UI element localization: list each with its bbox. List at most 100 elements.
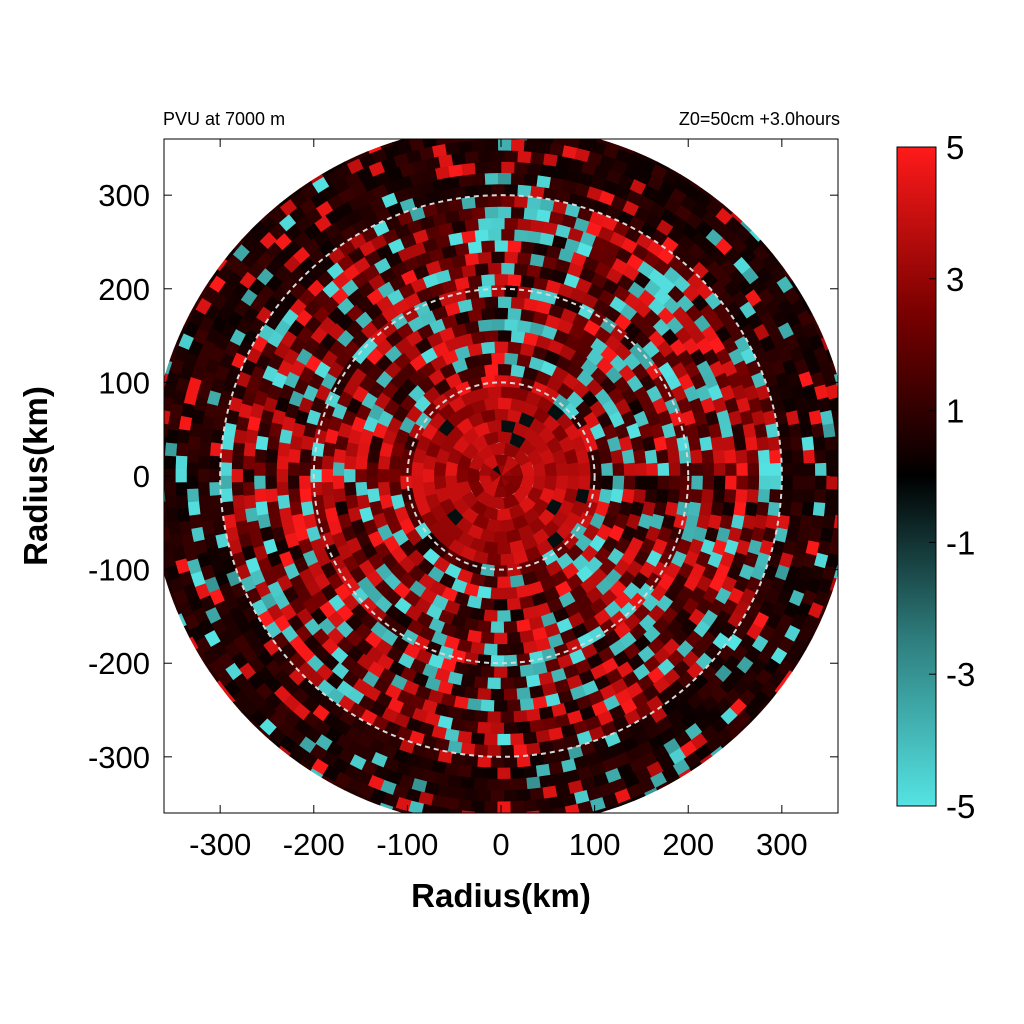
pv-cell	[487, 228, 502, 241]
pv-cell	[476, 352, 493, 367]
pv-cell	[197, 482, 210, 497]
pv-cell	[473, 228, 489, 242]
pv-cell	[321, 455, 334, 470]
pv-cell	[678, 448, 692, 464]
pv-cell	[197, 468, 210, 484]
pv-cell	[493, 565, 509, 578]
pv-cell	[780, 488, 794, 504]
pv-cell	[467, 663, 483, 678]
pv-cell	[480, 307, 496, 321]
pv-cell	[477, 318, 492, 332]
pv-cell	[497, 767, 512, 780]
pv-cell	[187, 435, 201, 451]
pv-cell	[463, 150, 479, 164]
pv-cell	[826, 475, 838, 490]
pv-cell	[480, 699, 495, 713]
pv-cell	[497, 643, 512, 657]
pv-cell	[523, 799, 538, 813]
pv-cell	[826, 462, 838, 477]
pv-cell	[186, 475, 199, 490]
pv-cell	[503, 722, 519, 735]
pv-cell	[146, 410, 159, 425]
pv-cell	[500, 161, 515, 174]
pv-cell	[516, 653, 532, 667]
pv-cell	[757, 488, 771, 503]
pv-cell	[535, 763, 552, 778]
pv-cell	[164, 422, 169, 438]
x-tick-label: -200	[283, 827, 345, 862]
pv-cell	[566, 475, 580, 491]
pv-cell	[722, 501, 736, 517]
colorbar-tick-label: -3	[946, 656, 975, 693]
pv-cell	[493, 307, 509, 320]
pv-cell	[507, 273, 522, 287]
pv-cell	[503, 654, 519, 668]
pv-cell	[513, 228, 529, 242]
pv-cell	[503, 284, 519, 298]
pv-cell	[483, 575, 499, 589]
pv-cell	[493, 239, 509, 252]
pv-cell	[790, 435, 804, 451]
pv-cell	[526, 776, 542, 790]
pv-cell	[164, 383, 165, 400]
pv-cell	[589, 461, 603, 477]
pv-cell	[503, 789, 519, 803]
pv-cell	[463, 252, 480, 266]
pv-cell	[187, 501, 201, 517]
pv-cell	[747, 462, 760, 477]
pv-cell	[176, 428, 191, 445]
pv-cell	[526, 742, 542, 756]
pv-cell	[483, 733, 499, 746]
pv-cell	[143, 502, 155, 516]
pv-cell	[822, 514, 836, 530]
pv-cell	[468, 117, 482, 129]
pv-cell	[377, 481, 391, 497]
pv-cell	[399, 475, 413, 491]
pv-cell	[733, 501, 748, 517]
pv-cell	[702, 475, 715, 490]
pv-cell	[220, 488, 233, 504]
pv-cell	[428, 122, 443, 135]
pv-cell	[519, 240, 535, 254]
pv-cell	[519, 663, 535, 678]
pv-cell	[164, 442, 178, 458]
y-tick-label: -200	[88, 646, 150, 681]
pv-cell	[500, 139, 515, 140]
pv-cell	[493, 408, 509, 421]
pv-cell	[500, 385, 516, 399]
pv-cell	[164, 482, 177, 497]
pv-cell	[497, 610, 512, 623]
pv-cell	[520, 117, 534, 129]
pv-cell	[343, 468, 356, 484]
pv-cell	[496, 430, 513, 444]
pv-cell	[757, 449, 771, 464]
pv-cell	[824, 435, 838, 451]
pv-cell	[477, 183, 492, 197]
pv-cell	[332, 462, 345, 477]
pv-cell	[847, 436, 859, 450]
pv-cell	[691, 475, 704, 490]
pv-cell	[463, 218, 479, 232]
pv-cell	[600, 475, 614, 491]
pv-cell	[803, 475, 816, 490]
pv-cell	[516, 721, 532, 735]
pv-cell	[801, 501, 815, 517]
pv-cell	[480, 273, 495, 287]
pv-cell	[287, 475, 300, 490]
pv-cell	[516, 217, 532, 231]
pv-cell	[691, 462, 704, 477]
pv-cell	[450, 151, 466, 166]
pv-cell	[837, 462, 838, 477]
pv-cell	[634, 475, 648, 491]
colorbar-tick-label: 1	[946, 393, 964, 430]
pv-cell	[477, 654, 492, 668]
pv-cell	[814, 462, 828, 477]
pv-cell	[243, 494, 257, 510]
pv-cell	[460, 776, 476, 790]
pv-cell	[164, 488, 166, 504]
pv-cell	[242, 468, 255, 484]
pv-cell	[526, 162, 542, 176]
pv-cell	[843, 410, 856, 425]
pv-cell	[836, 488, 838, 504]
